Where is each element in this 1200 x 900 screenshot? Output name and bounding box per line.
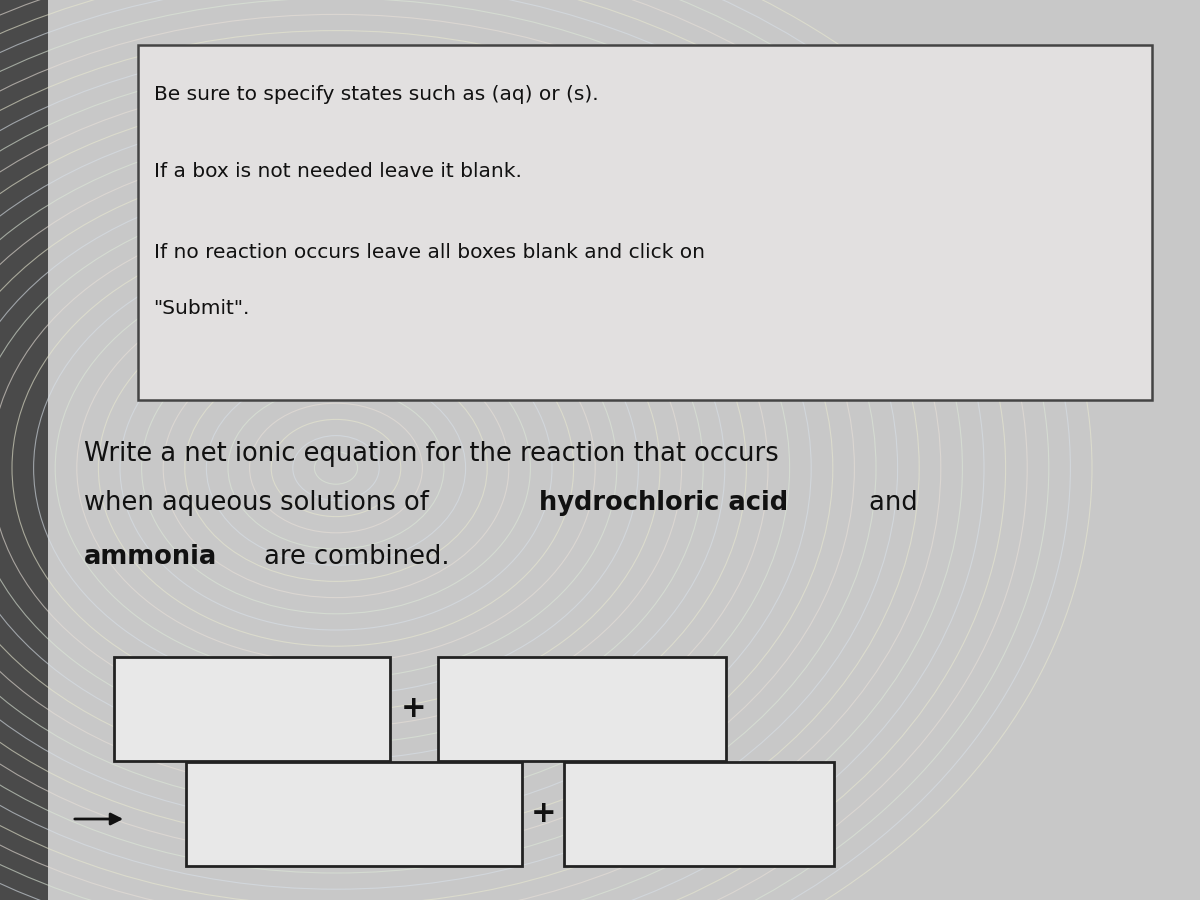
Bar [564,762,834,866]
Text: and: and [860,491,918,517]
Text: Write a net ionic equation for the reaction that occurs: Write a net ionic equation for the react… [84,441,779,467]
Bar [0,0,48,900]
Bar [114,657,390,760]
Bar [186,762,522,866]
Text: +: + [530,799,557,828]
Text: +: + [401,694,427,723]
Text: ammonia: ammonia [84,544,217,571]
Bar [438,657,726,760]
Text: If no reaction occurs leave all boxes blank and click on: If no reaction occurs leave all boxes bl… [154,243,704,262]
Text: hydrochloric acid: hydrochloric acid [540,491,788,517]
Text: If a box is not needed leave it blank.: If a box is not needed leave it blank. [154,162,522,181]
Text: Be sure to specify states such as (aq) or (s).: Be sure to specify states such as (aq) o… [154,86,599,104]
FancyBboxPatch shape [138,45,1152,400]
Text: "Submit".: "Submit". [154,299,250,318]
Text: when aqueous solutions of: when aqueous solutions of [84,491,437,517]
Text: are combined.: are combined. [256,544,450,571]
